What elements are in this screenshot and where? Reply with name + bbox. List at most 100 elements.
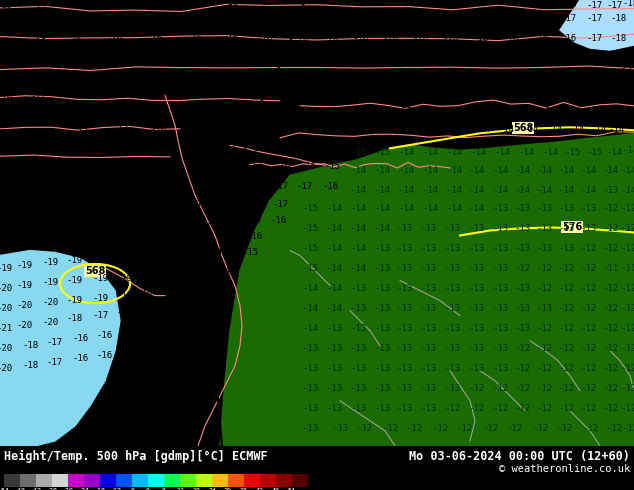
Text: -12: -12 <box>536 384 552 393</box>
Text: -12: -12 <box>492 384 508 393</box>
Text: -13: -13 <box>514 284 530 293</box>
Text: -16: -16 <box>0 56 13 65</box>
Text: -19: -19 <box>0 244 13 253</box>
Text: -16: -16 <box>322 34 338 43</box>
Text: -17: -17 <box>247 200 263 209</box>
Text: -16: -16 <box>180 107 196 116</box>
Text: -12: -12 <box>580 324 596 333</box>
Text: -12: -12 <box>620 404 634 414</box>
Text: -13: -13 <box>374 284 390 293</box>
Text: -13: -13 <box>536 204 552 213</box>
Text: -12: -12 <box>620 284 634 293</box>
Text: -12: -12 <box>602 204 618 213</box>
Text: -18: -18 <box>610 14 626 23</box>
Text: -17: -17 <box>30 74 46 83</box>
Text: -16: -16 <box>532 34 548 43</box>
Text: -16: -16 <box>147 0 163 6</box>
Text: -13: -13 <box>302 344 318 353</box>
Text: -13: -13 <box>397 384 413 393</box>
Text: -16: -16 <box>97 331 113 340</box>
Text: -12: -12 <box>602 324 618 333</box>
Text: -15: -15 <box>302 204 318 213</box>
Bar <box>132 474 148 487</box>
Text: -15: -15 <box>280 88 296 97</box>
Text: -12: -12 <box>110 488 122 490</box>
Text: -15: -15 <box>372 107 388 116</box>
Text: -13: -13 <box>397 324 413 333</box>
Text: -15: -15 <box>600 68 616 76</box>
Text: -14: -14 <box>518 148 534 157</box>
Bar <box>148 474 164 487</box>
Text: -15: -15 <box>310 88 326 97</box>
Text: -13: -13 <box>602 186 618 195</box>
Text: -14: -14 <box>492 107 508 116</box>
Text: -14: -14 <box>602 166 618 175</box>
Bar <box>36 474 52 487</box>
Text: -13: -13 <box>397 404 413 414</box>
Text: -19: -19 <box>42 239 58 248</box>
Text: -16: -16 <box>30 38 46 47</box>
Text: -13: -13 <box>327 364 343 373</box>
Text: -13: -13 <box>492 304 508 313</box>
Text: -16: -16 <box>147 14 163 23</box>
Text: -15: -15 <box>442 51 458 61</box>
Text: -19: -19 <box>17 242 33 251</box>
Text: -14: -14 <box>536 166 552 175</box>
Text: -16: -16 <box>147 51 163 61</box>
Text: 12: 12 <box>176 488 184 490</box>
Text: -16: -16 <box>317 0 333 4</box>
Text: -13: -13 <box>468 364 484 373</box>
Text: -13: -13 <box>420 264 436 273</box>
Text: -16: -16 <box>382 51 398 61</box>
Text: -13: -13 <box>580 204 596 213</box>
Text: -17: -17 <box>222 234 238 243</box>
Text: -15: -15 <box>476 70 492 79</box>
Text: -14: -14 <box>620 186 634 195</box>
Text: 18: 18 <box>192 488 200 490</box>
Text: -16: -16 <box>560 51 576 61</box>
Text: -20: -20 <box>0 304 13 313</box>
Text: -14: -14 <box>446 148 462 157</box>
Text: -16: -16 <box>442 14 458 23</box>
Text: -19: -19 <box>157 268 173 277</box>
Text: -16: -16 <box>67 0 83 7</box>
Text: -12: -12 <box>580 304 596 313</box>
Text: -12: -12 <box>536 364 552 373</box>
Text: -17: -17 <box>272 200 288 209</box>
Text: -13: -13 <box>350 344 366 353</box>
Text: 576: 576 <box>562 222 582 232</box>
Text: -13: -13 <box>468 264 484 273</box>
Text: -15: -15 <box>472 51 488 61</box>
Text: -14: -14 <box>374 204 390 213</box>
Text: -24: -24 <box>78 488 90 490</box>
Text: -12: -12 <box>558 364 574 373</box>
Text: -12: -12 <box>558 344 574 353</box>
Text: -13: -13 <box>444 284 460 293</box>
Text: -15: -15 <box>586 148 602 157</box>
Text: -14: -14 <box>302 284 318 293</box>
Text: -16: -16 <box>322 51 338 61</box>
Text: -17: -17 <box>197 272 213 281</box>
Text: -15: -15 <box>220 268 236 277</box>
Text: -15: -15 <box>242 248 258 257</box>
Text: -12: -12 <box>602 304 618 313</box>
Text: -16: -16 <box>587 51 603 61</box>
Text: -15: -15 <box>312 70 328 79</box>
Text: -16: -16 <box>560 34 576 43</box>
Text: -19: -19 <box>17 261 33 270</box>
Text: -13: -13 <box>514 204 530 213</box>
Text: -12: -12 <box>602 284 618 293</box>
Text: -12: -12 <box>468 384 484 393</box>
Text: -13: -13 <box>420 344 436 353</box>
Text: -14: -14 <box>617 68 633 76</box>
Text: -17: -17 <box>607 0 623 9</box>
Text: -18: -18 <box>197 236 213 245</box>
Bar <box>84 474 100 487</box>
Text: -17: -17 <box>72 127 88 136</box>
Text: -18: -18 <box>17 224 33 233</box>
Text: -13: -13 <box>374 304 390 313</box>
Text: -12: -12 <box>514 404 530 414</box>
Text: -20: -20 <box>42 298 58 307</box>
Text: -12: -12 <box>580 264 596 273</box>
Text: -14: -14 <box>374 166 390 175</box>
